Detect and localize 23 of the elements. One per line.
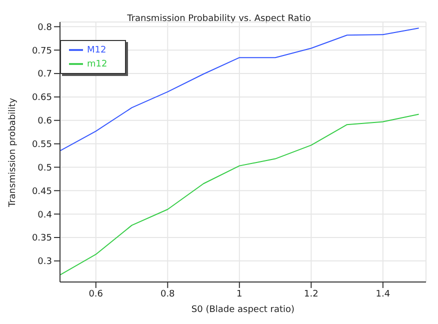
x-tick-label: 1.2 (304, 289, 318, 300)
x-tick-label: 0.8 (160, 289, 176, 300)
x-tick-label: 0.6 (88, 289, 104, 300)
x-tick-label: 1 (236, 289, 242, 300)
legend-label: M12 (87, 45, 106, 56)
y-axis-title: Transmission probability (8, 97, 18, 208)
y-tick-label: 0.4 (38, 210, 52, 220)
y-tick-label: 0.75 (32, 46, 52, 56)
y-tick-label: 0.45 (32, 186, 52, 197)
y-tick-label: 0.35 (32, 234, 52, 244)
line-series (60, 114, 420, 276)
y-tick-label: 0.7 (38, 70, 52, 80)
y-tick-label: 0.65 (32, 93, 52, 104)
y-tick-label: 0.3 (38, 257, 52, 268)
y-tick-label: 0.8 (38, 22, 52, 33)
legend-label: m12 (87, 59, 108, 70)
y-tick-label: 0.55 (32, 140, 52, 150)
x-tick-label: 1.4 (376, 289, 390, 300)
y-tick-label: 0.5 (38, 163, 52, 174)
y-tick-label: 0.6 (38, 116, 52, 127)
chart-title: Transmission Probability vs. Aspect Ratio (126, 14, 312, 24)
x-axis-title: S0 (Blade aspect ratio) (191, 305, 295, 315)
line-series (60, 28, 420, 152)
